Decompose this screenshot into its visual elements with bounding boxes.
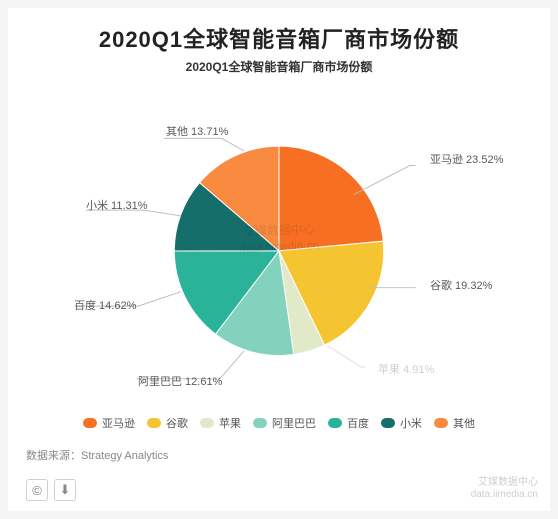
legend-swatch [253, 418, 267, 428]
leader-line [137, 351, 245, 379]
legend-swatch [381, 418, 395, 428]
legend-item[interactable]: 其他 [434, 415, 475, 431]
legend-label: 谷歌 [166, 415, 188, 431]
legend-label: 小米 [400, 415, 422, 431]
footer-toolbar: © ⬇ [26, 479, 76, 501]
legend-swatch [434, 418, 448, 428]
legend: 亚马逊 谷歌 苹果 阿里巴巴 百度 小米 其他 [26, 415, 532, 431]
legend-item[interactable]: 小米 [381, 415, 422, 431]
legend-label: 苹果 [219, 415, 241, 431]
pie-chart: 艾媒数据中心 data.iimedia.cn 亚马逊 23.52%谷歌 19.3… [26, 81, 532, 411]
legend-label: 亚马逊 [102, 415, 135, 431]
chart-subtitle: 2020Q1全球智能音箱厂商市场份额 [26, 58, 532, 75]
download-icon[interactable]: ⬇ [54, 479, 76, 501]
pie-slice-亚马逊 [279, 146, 383, 251]
data-source: 数据来源：Strategy Analytics [26, 447, 532, 463]
leader-line [86, 210, 181, 216]
corner-wm-line2: data.iimedia.cn [471, 489, 538, 501]
legend-swatch [147, 418, 161, 428]
legend-item[interactable]: 亚马逊 [83, 415, 135, 431]
legend-item[interactable]: 苹果 [200, 415, 241, 431]
chart-card: 2020Q1全球智能音箱厂商市场份额 2020Q1全球智能音箱厂商市场份额 艾媒… [8, 8, 550, 511]
legend-label: 其他 [453, 415, 475, 431]
legend-swatch [328, 418, 342, 428]
legend-swatch [83, 418, 97, 428]
legend-item[interactable]: 百度 [328, 415, 369, 431]
legend-label: 百度 [347, 415, 369, 431]
pie-svg [26, 81, 532, 411]
leader-line [74, 292, 181, 307]
leader-line [327, 346, 365, 367]
corner-wm-line1: 艾媒数据中心 [471, 477, 538, 489]
legend-item[interactable]: 谷歌 [147, 415, 188, 431]
legend-label: 阿里巴巴 [272, 415, 316, 431]
leader-line [354, 166, 416, 195]
chart-title: 2020Q1全球智能音箱厂商市场份额 [26, 22, 532, 54]
leader-line [164, 138, 244, 151]
legend-swatch [200, 418, 214, 428]
corner-watermark: 艾媒数据中心 data.iimedia.cn [471, 477, 538, 501]
copyright-icon[interactable]: © [26, 479, 48, 501]
legend-item[interactable]: 阿里巴巴 [253, 415, 316, 431]
